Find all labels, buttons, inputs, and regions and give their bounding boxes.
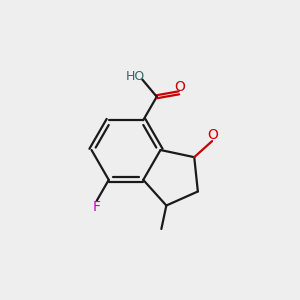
Text: F: F — [93, 200, 101, 214]
Text: HO: HO — [126, 70, 145, 83]
Text: O: O — [174, 80, 185, 94]
Text: O: O — [207, 128, 218, 142]
